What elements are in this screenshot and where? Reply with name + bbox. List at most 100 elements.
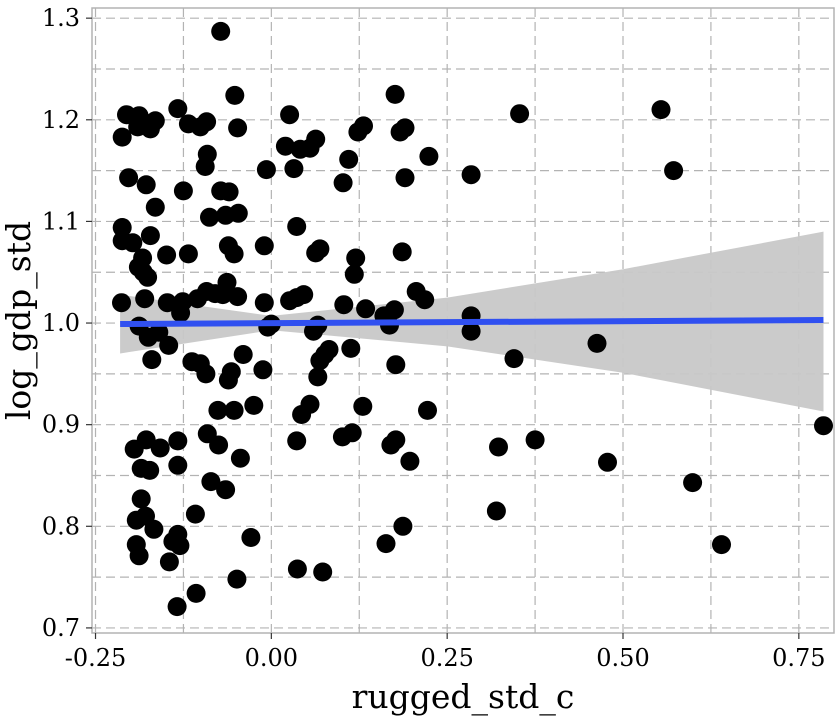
data-point bbox=[587, 333, 607, 353]
data-point bbox=[415, 290, 435, 310]
data-point bbox=[287, 431, 307, 451]
data-point bbox=[157, 293, 177, 313]
data-point bbox=[294, 285, 314, 305]
data-point bbox=[157, 245, 177, 265]
data-point bbox=[227, 569, 247, 589]
data-point bbox=[218, 370, 238, 390]
data-point bbox=[346, 248, 366, 268]
data-point bbox=[664, 161, 684, 181]
y-tick-label: 1.3 bbox=[42, 4, 80, 32]
data-point bbox=[119, 168, 139, 188]
data-point bbox=[224, 400, 244, 420]
data-point bbox=[144, 519, 164, 539]
data-point bbox=[209, 435, 229, 455]
y-tick-label: 1.1 bbox=[42, 207, 80, 235]
axes: -0.25 0.00 0.25 0.50 0.75 0.7 0.8 0.9 1.0 1.1 1.2 1… bbox=[42, 4, 826, 672]
data-point bbox=[253, 360, 273, 380]
data-point bbox=[168, 431, 188, 451]
data-point bbox=[814, 416, 833, 436]
data-point bbox=[418, 400, 437, 420]
y-tick-label: 0.9 bbox=[42, 411, 80, 439]
data-point bbox=[300, 138, 320, 158]
data-point bbox=[197, 112, 217, 132]
data-point bbox=[598, 452, 617, 472]
data-point bbox=[150, 438, 170, 458]
data-point bbox=[195, 157, 215, 176]
data-point bbox=[504, 349, 524, 369]
data-point bbox=[489, 437, 508, 457]
data-point bbox=[510, 104, 530, 124]
data-point bbox=[138, 267, 158, 287]
data-point bbox=[159, 552, 179, 572]
data-point bbox=[112, 218, 132, 237]
x-axis-title: rugged_std_c bbox=[352, 677, 575, 717]
data-point bbox=[135, 289, 155, 309]
data-point bbox=[131, 489, 151, 509]
data-point bbox=[356, 299, 376, 319]
data-point bbox=[167, 597, 187, 617]
data-point bbox=[461, 321, 481, 341]
data-point bbox=[395, 168, 415, 188]
data-point bbox=[133, 248, 153, 268]
data-point bbox=[254, 293, 274, 313]
y-tick-label: 0.8 bbox=[42, 512, 80, 540]
x-tick-label: 0.00 bbox=[245, 644, 298, 672]
x-tick-label: 0.25 bbox=[420, 644, 473, 672]
data-point bbox=[313, 562, 333, 582]
data-point bbox=[185, 504, 205, 524]
data-point bbox=[224, 244, 244, 264]
fit-line bbox=[120, 316, 824, 328]
data-point bbox=[392, 242, 412, 262]
data-point bbox=[353, 396, 373, 416]
data-point bbox=[186, 583, 206, 603]
data-point bbox=[149, 322, 169, 342]
panel-border bbox=[91, 7, 835, 634]
data-point bbox=[342, 423, 362, 443]
data-point bbox=[136, 430, 156, 450]
data-point bbox=[461, 165, 481, 185]
data-point bbox=[168, 99, 188, 119]
data-point bbox=[142, 350, 162, 370]
data-point bbox=[341, 338, 361, 358]
data-point bbox=[525, 430, 545, 450]
data-point bbox=[651, 100, 671, 120]
y-axis-title: log_gdp_std bbox=[0, 221, 39, 420]
y-tick-label: 1.0 bbox=[42, 309, 80, 337]
data-point bbox=[275, 136, 295, 156]
x-tick-label: 0.50 bbox=[596, 644, 649, 672]
data-point bbox=[310, 239, 330, 259]
data-point bbox=[310, 351, 330, 371]
data-point bbox=[171, 303, 191, 323]
x-tick-label: -0.25 bbox=[65, 644, 127, 672]
data-point bbox=[395, 118, 415, 138]
data-point bbox=[216, 205, 236, 225]
data-point bbox=[230, 448, 250, 468]
data-point bbox=[334, 295, 354, 315]
data-point bbox=[486, 501, 506, 521]
data-point bbox=[213, 285, 233, 305]
data-point bbox=[300, 394, 320, 414]
data-point bbox=[168, 455, 188, 475]
data-point bbox=[254, 236, 274, 256]
data-point bbox=[136, 175, 156, 195]
data-point bbox=[284, 159, 304, 179]
data-point bbox=[344, 264, 364, 284]
data-point bbox=[112, 293, 131, 313]
data-point bbox=[386, 355, 406, 375]
data-point bbox=[280, 105, 300, 125]
data-point bbox=[228, 287, 248, 307]
data-point bbox=[712, 535, 731, 555]
data-point bbox=[683, 473, 703, 493]
data-point bbox=[376, 534, 396, 554]
data-point bbox=[241, 528, 261, 547]
data-point bbox=[384, 300, 404, 320]
data-point bbox=[228, 118, 248, 138]
y-tick-label: 0.7 bbox=[42, 614, 80, 642]
data-point bbox=[140, 119, 160, 139]
data-point bbox=[140, 460, 160, 480]
data-point bbox=[129, 546, 149, 566]
points-group bbox=[112, 21, 833, 617]
data-point bbox=[386, 430, 406, 450]
fit-line-group bbox=[120, 316, 824, 328]
data-point bbox=[140, 226, 160, 246]
